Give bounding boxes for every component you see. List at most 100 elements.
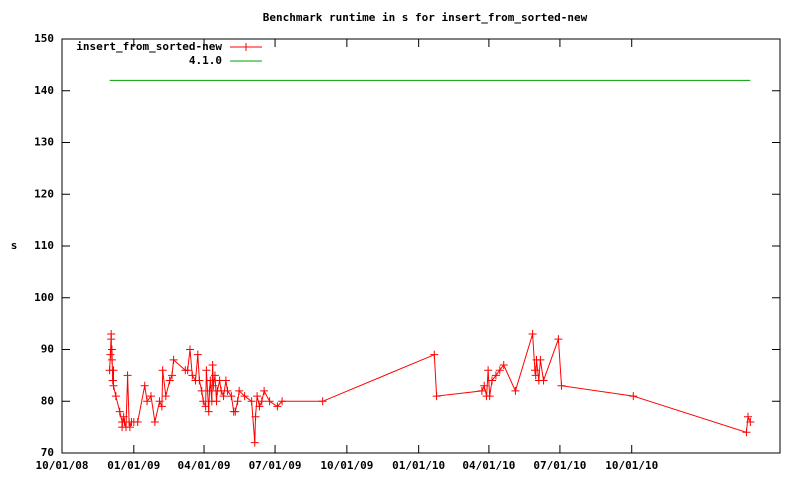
point-marker xyxy=(158,366,167,375)
point-marker xyxy=(133,417,142,426)
x-tick-label: 07/01/10 xyxy=(533,459,586,472)
point-marker xyxy=(109,366,118,375)
plot-border xyxy=(61,38,781,454)
point-marker xyxy=(111,392,120,401)
point-marker xyxy=(531,371,540,380)
point-marker xyxy=(185,345,194,354)
point-marker xyxy=(108,376,117,385)
point-marker xyxy=(107,355,116,364)
point-marker xyxy=(318,397,327,406)
x-tick-label: 10/01/08 xyxy=(36,459,89,472)
x-tick-label: 01/01/10 xyxy=(392,459,445,472)
point-marker xyxy=(199,397,208,406)
point-marker xyxy=(146,392,155,401)
point-marker xyxy=(273,402,282,411)
legend-label: 4.1.0 xyxy=(189,54,222,67)
point-marker xyxy=(491,371,500,380)
point-marker xyxy=(157,402,166,411)
point-marker xyxy=(499,361,508,370)
point-marker xyxy=(193,350,202,359)
point-marker xyxy=(430,350,439,359)
point-marker xyxy=(250,438,259,447)
point-marker xyxy=(260,386,269,395)
point-marker xyxy=(210,371,219,380)
y-tick-label: 120 xyxy=(34,187,54,200)
point-marker xyxy=(484,366,493,375)
point-marker xyxy=(251,412,260,421)
point-marker xyxy=(123,371,132,380)
point-marker xyxy=(240,392,249,401)
point-marker xyxy=(233,397,242,406)
point-marker xyxy=(432,392,441,401)
point-marker xyxy=(107,345,116,354)
point-marker xyxy=(530,366,539,375)
point-marker xyxy=(223,386,232,395)
point-marker xyxy=(165,376,174,385)
point-marker xyxy=(629,392,638,401)
y-tick-label: 80 xyxy=(41,394,54,407)
point-marker xyxy=(212,397,221,406)
point-marker xyxy=(205,386,214,395)
point-marker xyxy=(477,386,486,395)
point-marker xyxy=(140,381,149,390)
x-tick-label: 10/01/10 xyxy=(605,459,658,472)
point-marker xyxy=(744,412,753,421)
point-marker xyxy=(255,402,264,411)
x-tick-label: 04/01/09 xyxy=(178,459,231,472)
y-tick-label: 140 xyxy=(34,84,54,97)
point-marker xyxy=(235,386,244,395)
point-marker xyxy=(528,329,537,338)
point-marker xyxy=(201,402,210,411)
point-marker xyxy=(125,423,134,432)
point-marker xyxy=(485,392,494,401)
point-marker xyxy=(115,407,124,416)
point-marker xyxy=(227,392,236,401)
point-marker xyxy=(557,381,566,390)
series-line xyxy=(109,333,751,443)
point-marker xyxy=(208,361,217,370)
y-tick-label: 70 xyxy=(41,446,54,459)
point-marker xyxy=(539,376,548,385)
point-marker xyxy=(143,397,152,406)
point-marker xyxy=(536,355,545,364)
y-tick-label: 90 xyxy=(41,343,54,356)
point-marker xyxy=(107,335,116,344)
point-marker xyxy=(161,392,170,401)
y-tick-label: 100 xyxy=(34,291,54,304)
point-marker xyxy=(247,397,256,406)
y-tick-label: 150 xyxy=(34,32,54,45)
y-tick-label: 110 xyxy=(34,239,54,252)
point-marker xyxy=(202,366,211,375)
point-marker xyxy=(554,335,563,344)
point-marker xyxy=(119,412,128,421)
point-marker xyxy=(278,397,287,406)
point-marker xyxy=(253,392,262,401)
point-marker xyxy=(188,371,197,380)
point-marker xyxy=(155,397,164,406)
point-marker xyxy=(742,428,751,437)
point-marker xyxy=(183,366,192,375)
point-marker xyxy=(204,407,213,416)
point-marker xyxy=(109,381,118,390)
x-tick-label: 04/01/10 xyxy=(462,459,515,472)
x-tick-label: 10/01/09 xyxy=(320,459,373,472)
point-marker xyxy=(221,376,230,385)
point-marker xyxy=(480,381,489,390)
point-marker xyxy=(195,376,204,385)
x-tick-label: 07/01/09 xyxy=(249,459,302,472)
point-marker xyxy=(746,417,755,426)
point-marker xyxy=(168,371,177,380)
point-marker xyxy=(209,381,218,390)
point-marker xyxy=(231,407,240,416)
point-marker xyxy=(169,355,178,364)
y-tick-label: 130 xyxy=(34,136,54,149)
chart-title: Benchmark runtime in s for insert_from_s… xyxy=(263,11,588,24)
y-axis-label: s xyxy=(11,239,18,252)
point-marker xyxy=(206,376,215,385)
point-marker xyxy=(265,397,274,406)
legend-marker xyxy=(242,43,250,51)
point-marker xyxy=(495,366,504,375)
point-marker xyxy=(511,386,520,395)
legend-label: insert_from_sorted-new xyxy=(76,40,222,53)
